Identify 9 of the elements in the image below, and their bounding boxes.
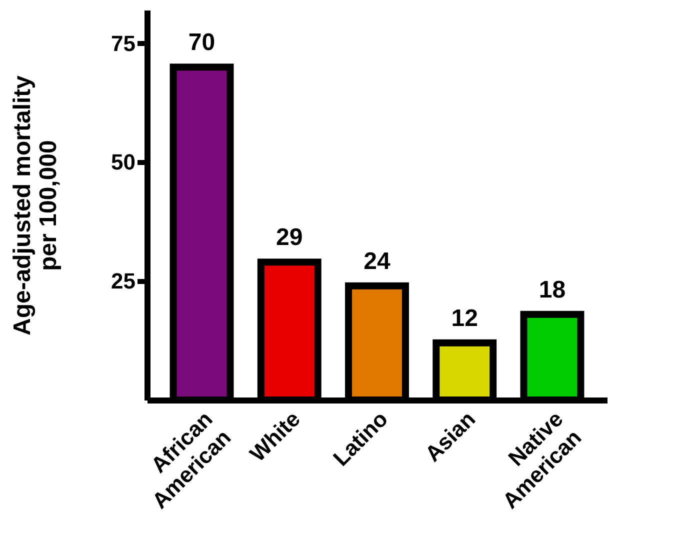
y-axis-title: Age-adjusted mortality per 100,000	[9, 74, 62, 336]
y-tick-label: 75	[111, 30, 136, 56]
data-label: 29	[276, 224, 303, 252]
y-tick-label: 25	[111, 268, 136, 294]
y-tick-label: 50	[111, 150, 136, 175]
data-label: 18	[538, 276, 566, 304]
data-label: 24	[364, 248, 391, 275]
data-label: 12	[451, 304, 478, 332]
data-label: 70	[188, 29, 216, 56]
